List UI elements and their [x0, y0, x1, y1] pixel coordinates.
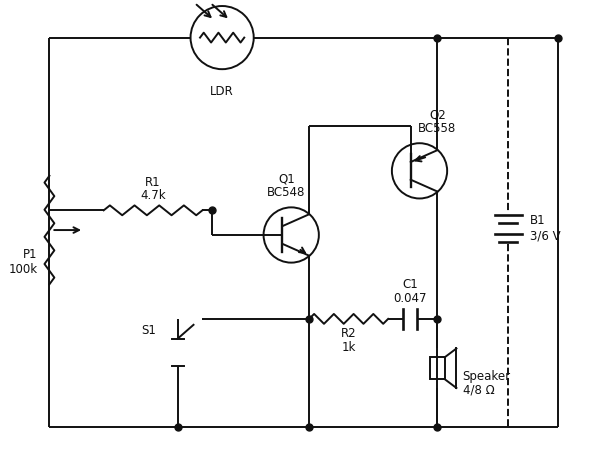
- Text: Q2: Q2: [429, 108, 446, 122]
- Text: C1: C1: [402, 278, 418, 291]
- Text: P1: P1: [23, 248, 38, 261]
- Text: B1: B1: [530, 214, 546, 227]
- Text: 100k: 100k: [8, 263, 38, 276]
- Text: S1: S1: [141, 324, 156, 337]
- Text: 3/6 V: 3/6 V: [530, 229, 561, 243]
- Text: 1k: 1k: [342, 340, 356, 354]
- Bar: [430, 357, 445, 379]
- Text: BC558: BC558: [418, 122, 457, 135]
- Text: 4/8 Ω: 4/8 Ω: [462, 383, 495, 396]
- Text: 0.047: 0.047: [393, 292, 427, 305]
- Text: R2: R2: [341, 327, 356, 340]
- Text: R1: R1: [145, 175, 161, 189]
- Text: 4.7k: 4.7k: [140, 189, 166, 202]
- Text: Q1: Q1: [278, 173, 294, 186]
- Text: LDR: LDR: [210, 85, 234, 98]
- Text: BC548: BC548: [267, 186, 306, 199]
- Text: Speaker: Speaker: [462, 370, 511, 383]
